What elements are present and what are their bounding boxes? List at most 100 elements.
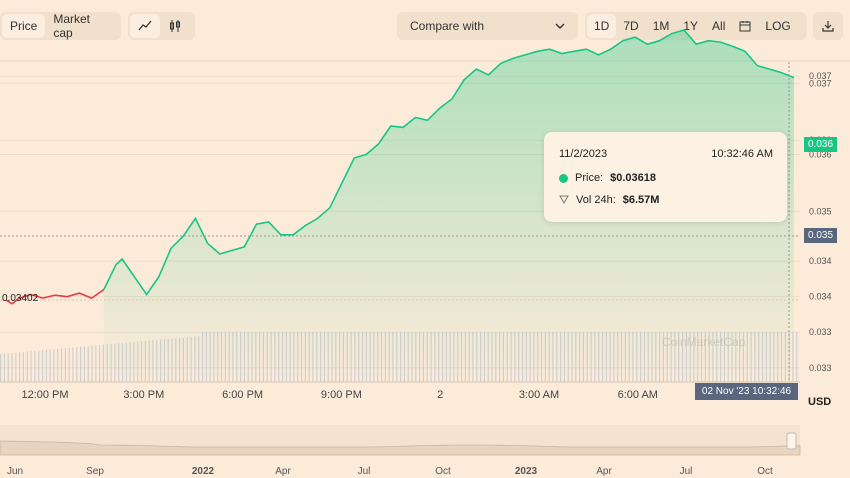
compare-label: Compare with — [410, 19, 485, 33]
navigator-label: 2023 — [515, 466, 538, 477]
volume-bar — [91, 345, 93, 382]
volume-bar — [53, 349, 55, 382]
volume-bar — [49, 349, 51, 382]
volume-bar — [796, 332, 798, 382]
volume-bar — [34, 350, 36, 382]
price-line-up — [103, 29, 795, 296]
volume-bar — [60, 348, 63, 382]
navigator-labels: Jun Sep 2022 Apr Jul Oct 2023 Apr Jul Oct — [7, 466, 773, 477]
volume-bar — [76, 347, 78, 382]
volume-bar — [41, 350, 44, 382]
chart-type-toggle — [128, 12, 195, 40]
tab-price[interactable]: Price — [2, 14, 46, 38]
tab-market-cap[interactable]: Market cap — [53, 12, 91, 40]
navigator-label: Jul — [680, 466, 693, 477]
download-button[interactable] — [813, 12, 843, 40]
log-scale-button[interactable]: LOG — [765, 19, 791, 33]
range-1y-button[interactable]: 1Y — [683, 19, 699, 33]
candlestick-icon — [170, 20, 180, 32]
navigator-handle — [786, 432, 797, 450]
volume-bar — [45, 349, 47, 382]
volume-bar — [7, 353, 9, 382]
volume-bar — [68, 347, 70, 382]
y-tick-label: 0.037 — [809, 71, 832, 81]
tooltip-time: 10:32:46 AM — [711, 148, 773, 160]
watermark: CoinMarketCap — [662, 335, 746, 349]
volume-icon — [559, 195, 569, 205]
x-tick-label: 2 — [437, 389, 443, 401]
first-price-label: 0.03402 — [2, 293, 39, 304]
volume-bar — [83, 346, 86, 382]
navigator-area — [0, 440, 801, 456]
date-picker-button[interactable] — [732, 14, 758, 38]
x-tick-label: 6:00 PM — [222, 389, 263, 401]
x-tick-label: 3:00 AM — [519, 389, 559, 401]
navigator-label: 2022 — [192, 466, 215, 477]
x-axis-ticks: 12:00 PM 3:00 PM 6:00 PM 9:00 PM 2 3:00 AM 6:0… — [21, 389, 658, 401]
volume-bar — [26, 351, 28, 382]
navigator-label: Oct — [435, 466, 451, 477]
y-tick-label: 0.037 — [809, 78, 832, 88]
x-tick-label: 6:00 AM — [618, 389, 658, 401]
volume-bar — [22, 351, 25, 382]
volume-bar — [102, 344, 105, 382]
tooltip-price-value: $0.03618 — [610, 172, 657, 184]
cursor-date-badge: 02 Nov '23 10:32:46 — [695, 383, 798, 400]
price-area — [103, 30, 794, 382]
tooltip-price-label: Price: — [575, 172, 604, 184]
tooltip-date: 11/2/2023 — [559, 148, 608, 160]
range-7d-button[interactable]: 7D — [623, 19, 639, 33]
volume-bar — [95, 345, 97, 382]
volume-bar — [57, 348, 59, 382]
volume-bar — [15, 352, 17, 382]
navigator-label: Oct — [757, 466, 773, 477]
volume-bar — [30, 351, 32, 382]
price-dot-icon — [559, 173, 568, 183]
calendar-icon — [739, 21, 751, 32]
current-price-badge: 0.036 — [804, 137, 838, 152]
x-tick-label: 9:00 PM — [321, 389, 362, 401]
tooltip-volume-row: Vol 24h: $6.57M — [559, 194, 659, 206]
candlestick-button[interactable] — [160, 14, 190, 38]
tooltip-volume-label: Vol 24h: — [576, 194, 616, 206]
chart-toolbar: Price Market cap Compare with 1D 7D 1M 1… — [0, 0, 850, 52]
y-tick-label: 0.033 — [809, 327, 832, 337]
line-chart-icon — [138, 20, 152, 31]
navigator-label: Apr — [596, 466, 612, 477]
range-all-button[interactable]: All — [712, 19, 726, 33]
y-tick-label: 0.035 — [809, 206, 832, 216]
navigator-label: Sep — [86, 466, 104, 477]
volume-bar — [87, 346, 89, 382]
volume-bar — [19, 352, 21, 382]
volume-bar — [80, 346, 82, 382]
volume-bar — [72, 347, 74, 382]
price-tooltip: 11/2/2023 10:32:46 AM Price: $0.03618 Vo… — [544, 132, 787, 222]
range-1m-button[interactable]: 1M — [652, 19, 670, 33]
compare-dropdown[interactable]: Compare with — [397, 12, 578, 40]
volume-bar — [99, 345, 101, 382]
tooltip-price-row: Price: $0.03618 — [559, 172, 656, 184]
y-tick-label: 0.034 — [809, 292, 832, 302]
volume-bar — [3, 353, 6, 382]
price-line-down — [5, 288, 105, 305]
chevron-down-icon — [555, 23, 565, 29]
x-tick-label: 12:00 PM — [21, 389, 68, 401]
volume-bar — [38, 350, 40, 382]
currency-label: USD — [808, 396, 832, 408]
navigator-label: Jul — [358, 466, 371, 477]
download-icon — [822, 21, 834, 32]
y-axis-ticks: 0.0370.0370.0360.0360.0350.0340.0340.033… — [809, 71, 832, 373]
metric-toggle: Price Market cap — [0, 12, 121, 40]
cursor-price-badge: 0.035 — [804, 228, 838, 243]
tooltip-volume-value: $6.57M — [622, 194, 660, 206]
volume-bar — [64, 348, 66, 382]
range-1d-button[interactable]: 1D — [587, 14, 617, 38]
y-tick-label: 0.034 — [809, 256, 832, 266]
line-chart-button[interactable] — [130, 14, 160, 38]
navigator-label: Jun — [7, 466, 23, 477]
volume-bar — [11, 352, 13, 382]
navigator-label: Apr — [275, 466, 291, 477]
x-tick-label: 3:00 PM — [123, 389, 164, 401]
volume-bar — [0, 354, 2, 382]
